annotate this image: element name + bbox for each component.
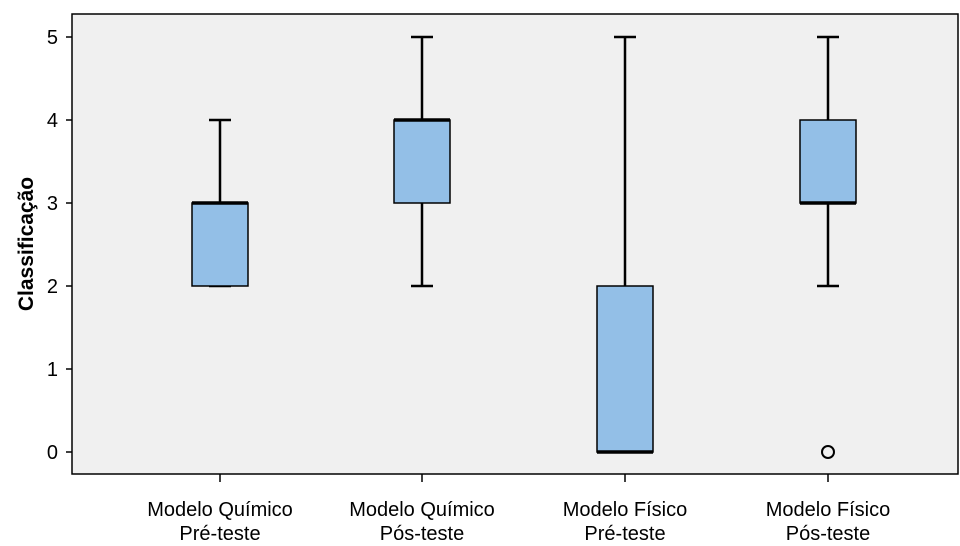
category-label-line1: Modelo Físico	[766, 499, 891, 521]
iqr-box	[393, 119, 451, 204]
category-label-line2: Pré-teste	[584, 523, 665, 545]
y-axis-title: Classificação	[15, 177, 38, 311]
category-label-line1: Modelo Físico	[563, 499, 688, 521]
boxes-layer	[191, 35, 857, 459]
iqr-box	[799, 119, 857, 204]
iqr-box	[191, 202, 249, 287]
y-tick-label: 3	[47, 193, 58, 215]
box-group	[596, 35, 654, 454]
box-group	[191, 118, 249, 288]
y-tick-label: 1	[47, 359, 58, 381]
y-tick-label: 0	[47, 442, 58, 464]
category-label-line2: Pré-teste	[179, 523, 260, 545]
category-label-line1: Modelo Químico	[349, 499, 495, 521]
box-group	[799, 35, 857, 459]
iqr-box	[596, 285, 654, 453]
category-label-line2: Pós-teste	[786, 523, 870, 545]
y-tick-label: 5	[47, 27, 58, 49]
box-group	[393, 35, 451, 288]
y-tick-label: 2	[47, 276, 58, 298]
category-label-line2: Pós-teste	[380, 523, 464, 545]
category-label-line1: Modelo Químico	[147, 499, 293, 521]
outlier-point	[821, 445, 835, 459]
y-tick-label: 4	[47, 110, 58, 132]
